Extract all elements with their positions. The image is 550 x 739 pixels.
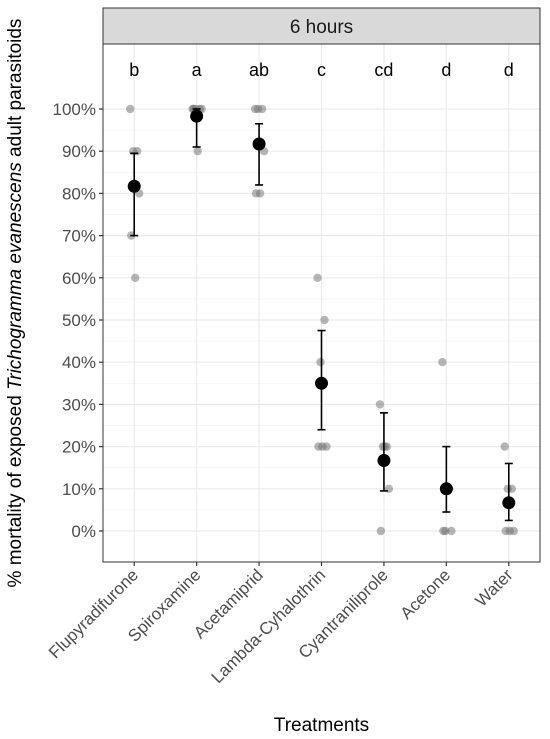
y-axis-title: % mortality of exposed Trichogramma evan… xyxy=(5,19,26,588)
letter-5: d xyxy=(441,60,451,80)
point-0-5 xyxy=(131,273,140,282)
point-6-2 xyxy=(503,484,512,493)
point-6-0 xyxy=(500,442,509,451)
point-4-4 xyxy=(376,526,386,536)
point-4-3 xyxy=(384,484,394,493)
point-5-0 xyxy=(438,358,447,367)
letter-1: a xyxy=(192,60,203,80)
x-axis: FlupyradifuroneSpiroxamineAcetamipridLam… xyxy=(45,562,517,687)
mean-point-0 xyxy=(127,179,141,193)
significance-letters: b a ab c cd d d xyxy=(129,60,514,80)
point-6-5 xyxy=(505,526,514,536)
facet-strip: 6 hours xyxy=(102,7,541,45)
x-tick-label-6: Water xyxy=(472,565,517,610)
point-3-1 xyxy=(320,315,329,325)
point-4-0 xyxy=(375,400,385,409)
mean-points xyxy=(127,109,516,510)
point-3-0 xyxy=(313,273,322,282)
point-3-2 xyxy=(316,358,325,367)
grid-layer xyxy=(103,44,540,562)
point-5-4 xyxy=(439,526,448,536)
y-axis-title-prefix: % mortality of exposed xyxy=(5,390,26,587)
point-5-3 xyxy=(447,526,456,536)
y-tick-label-10: 10% xyxy=(62,480,96,499)
y-tick-label-80: 80% xyxy=(62,184,96,203)
y-tick-label-70: 70% xyxy=(62,227,96,246)
y-tick-label-30: 30% xyxy=(62,395,96,414)
mean-point-4 xyxy=(377,454,391,468)
letter-0: b xyxy=(129,60,139,80)
mean-point-6 xyxy=(502,496,516,510)
y-tick-label-60: 60% xyxy=(62,269,96,288)
facet-strip-label: 6 hours xyxy=(290,17,353,38)
y-tick-label-90: 90% xyxy=(62,142,96,161)
y-axis: 0% 10% 20% 30% 40% 50% 60% 70% 80% 90% 100% xyxy=(53,100,103,541)
y-axis-title-species: Trichogramma evanescens xyxy=(5,162,26,390)
y-tick-label-50: 50% xyxy=(62,311,96,330)
point-2-2 xyxy=(253,104,263,114)
point-3-5 xyxy=(318,442,327,451)
y-axis-title-suffix: adult parasitoids xyxy=(5,19,26,163)
letter-3: c xyxy=(317,60,326,80)
x-tick-label-5: Acetone xyxy=(397,565,455,623)
mean-point-5 xyxy=(439,482,453,496)
x-tick-label-0: Flupyradifurone xyxy=(45,565,142,662)
letter-4: cd xyxy=(374,60,393,80)
point-0-0 xyxy=(126,104,135,114)
y-tick-label-0: 0% xyxy=(71,522,96,541)
mean-point-3 xyxy=(315,376,328,390)
point-4-5 xyxy=(380,442,390,451)
mean-point-1 xyxy=(190,109,204,123)
letter-6: d xyxy=(504,60,514,80)
letter-2: ab xyxy=(249,60,269,80)
facet-strip-background xyxy=(102,7,541,45)
point-2-5 xyxy=(255,189,265,198)
point-0-2 xyxy=(129,147,138,156)
x-tick-label-3: Lambda-Cyhalothrin xyxy=(208,565,330,687)
point-1-5 xyxy=(193,147,202,156)
y-tick-label-100: 100% xyxy=(53,100,96,119)
x-axis-title: Treatments xyxy=(274,715,369,736)
y-tick-label-20: 20% xyxy=(62,438,96,457)
y-tick-label-40: 40% xyxy=(62,353,96,372)
mean-point-2 xyxy=(252,137,266,151)
